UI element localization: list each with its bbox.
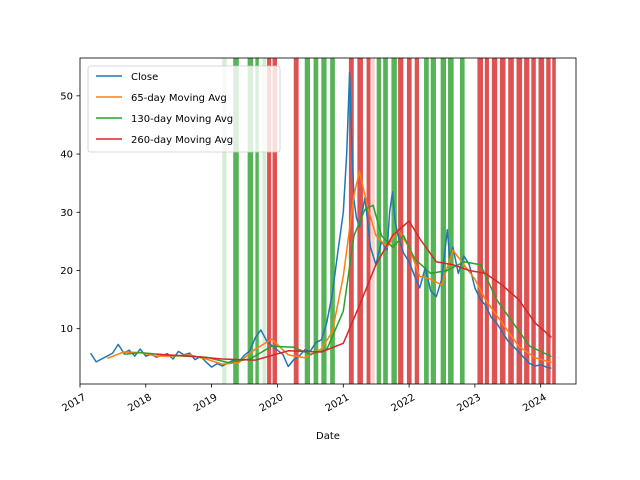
signal-band-30	[499, 58, 506, 384]
signal-band-35	[538, 58, 545, 384]
signal-band-6	[272, 58, 277, 384]
legend: Close 65-day Moving Avg 130-day Moving Avg…	[87, 65, 281, 153]
signal-band-24	[440, 58, 447, 384]
signal-band-10	[321, 58, 327, 384]
legend-label-2: 130-day Moving Avg	[131, 114, 233, 125]
signal-band-17	[383, 58, 388, 384]
y-tick-label-50: 50	[60, 91, 73, 102]
signal-band-26	[459, 58, 465, 384]
signal-band-28	[484, 58, 489, 384]
signal-band-4	[262, 58, 267, 384]
y-tick-label-10: 10	[60, 324, 73, 335]
signal-band-19	[398, 58, 404, 384]
signal-band-7	[293, 58, 299, 384]
series-line-3	[156, 220, 552, 361]
signal-band-12	[348, 58, 354, 384]
signal-band-1	[233, 58, 239, 384]
signal-band-32	[516, 58, 523, 384]
signal-band-22	[424, 58, 429, 384]
signal-band-21	[414, 58, 420, 384]
signal-band-11	[330, 58, 335, 384]
signal-band-37	[552, 58, 556, 384]
y-tick-label-40: 40	[60, 150, 73, 161]
series-lines	[89, 71, 552, 370]
series-line-2	[123, 204, 552, 364]
signal-band-29	[491, 58, 498, 384]
signal-band-36	[546, 58, 551, 384]
x-axis-title: Date	[316, 431, 340, 442]
y-axis: 10 20 30 40 50	[60, 91, 80, 335]
signal-band-3	[255, 58, 259, 384]
signal-band-9	[313, 58, 319, 384]
signal-band-25	[448, 58, 454, 384]
plot-area-frame	[79, 57, 577, 385]
signal-band-14	[366, 58, 371, 384]
legend-label-0: Close	[131, 72, 158, 83]
signal-band-5	[267, 58, 272, 384]
signal-band-18	[391, 58, 397, 384]
signal-band-23	[430, 58, 436, 384]
signal-band-34	[531, 58, 536, 384]
signal-band-33	[524, 58, 530, 384]
legend-label-3: 260-day Moving Avg	[131, 135, 233, 146]
legend-label-1: 65-day Moving Avg	[131, 93, 227, 104]
series-line-0	[89, 71, 552, 370]
signal-band-16	[376, 58, 382, 384]
signal-band-0	[222, 58, 227, 384]
legend-box	[87, 65, 281, 153]
signal-band-27	[477, 58, 483, 384]
signal-band-31	[508, 58, 514, 384]
signal-band-2	[247, 58, 254, 384]
signal-bands	[222, 58, 556, 384]
signal-band-15	[371, 58, 375, 384]
y-tick-label-30: 30	[60, 208, 73, 219]
signal-band-8	[304, 58, 310, 384]
y-tick-label-20: 20	[60, 266, 73, 277]
